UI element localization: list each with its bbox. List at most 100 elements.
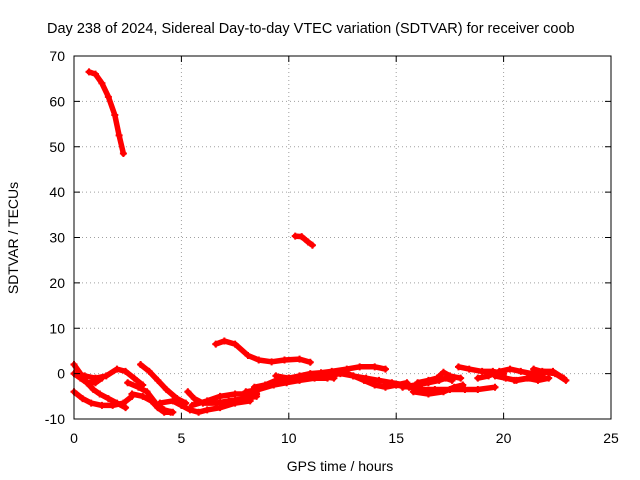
data-series xyxy=(70,68,570,416)
data-point xyxy=(439,368,447,376)
data-point xyxy=(534,376,542,384)
data-point xyxy=(89,386,97,394)
data-point xyxy=(495,367,503,375)
data-point xyxy=(186,406,194,414)
data-point xyxy=(371,381,379,389)
data-point xyxy=(102,372,110,380)
data-point xyxy=(272,372,280,380)
data-point xyxy=(160,408,168,416)
data-point xyxy=(478,367,486,375)
x-tick-label: 10 xyxy=(281,430,297,446)
data-point xyxy=(349,372,357,380)
data-point xyxy=(517,367,525,375)
data-point xyxy=(285,374,293,382)
y-tick-label: 50 xyxy=(49,139,65,155)
series-line-track-z xyxy=(530,366,569,384)
data-point xyxy=(409,388,417,396)
data-point xyxy=(381,379,389,387)
data-point xyxy=(424,390,432,398)
data-point xyxy=(375,376,383,384)
data-point xyxy=(203,406,211,414)
data-point xyxy=(216,392,224,400)
x-tick-label: 0 xyxy=(70,430,78,446)
data-point xyxy=(231,390,239,398)
data-point xyxy=(76,374,84,382)
data-point xyxy=(530,365,538,373)
y-tick-label: 20 xyxy=(49,275,65,291)
data-point xyxy=(119,150,127,158)
data-point xyxy=(231,340,239,348)
data-point xyxy=(91,379,99,387)
data-point xyxy=(399,383,407,391)
data-point xyxy=(91,70,99,78)
data-point xyxy=(137,361,145,369)
data-point xyxy=(323,372,331,380)
data-point xyxy=(169,397,177,405)
data-point xyxy=(255,386,263,394)
data-point xyxy=(308,241,316,249)
data-point xyxy=(220,337,228,345)
y-tick-label: -10 xyxy=(45,411,65,427)
data-point xyxy=(203,397,211,405)
chart-title: Day 238 of 2024, Sidereal Day-to-day VTE… xyxy=(47,21,575,37)
data-point xyxy=(457,374,465,382)
data-point xyxy=(184,388,192,396)
data-point xyxy=(195,408,203,416)
y-tick-label: 10 xyxy=(49,320,65,336)
data-point xyxy=(115,131,123,139)
data-point xyxy=(300,372,308,380)
data-point xyxy=(98,79,106,87)
x-axis-label: GPS time / hours xyxy=(287,458,394,474)
y-tick-label: 40 xyxy=(49,184,65,200)
data-point xyxy=(506,365,514,373)
y-axis-label: SDTVAR / TECUs xyxy=(5,182,21,294)
data-point xyxy=(551,370,559,378)
data-point xyxy=(392,381,400,389)
data-point xyxy=(113,365,121,373)
data-point xyxy=(119,399,127,407)
data-point xyxy=(143,388,151,396)
data-point xyxy=(446,372,454,380)
data-point xyxy=(177,401,185,409)
data-point xyxy=(98,374,106,382)
data-point xyxy=(371,363,379,371)
y-tick-label: 60 xyxy=(49,93,65,109)
data-point xyxy=(87,399,95,407)
x-tick-label: 25 xyxy=(603,430,619,446)
data-point xyxy=(381,365,389,373)
data-point xyxy=(465,365,473,373)
data-point xyxy=(298,233,306,241)
data-point xyxy=(270,381,278,389)
data-point xyxy=(167,408,175,416)
data-point xyxy=(439,388,447,396)
data-point xyxy=(154,404,162,412)
data-point xyxy=(360,376,368,384)
data-point xyxy=(255,356,263,364)
data-point xyxy=(109,401,117,409)
data-point xyxy=(306,358,314,366)
data-point xyxy=(212,399,220,407)
data-point xyxy=(424,376,432,384)
data-point xyxy=(216,404,224,412)
data-point xyxy=(414,379,422,387)
x-tick-label: 20 xyxy=(496,430,512,446)
data-point xyxy=(291,232,299,240)
series-line-track-a xyxy=(86,69,127,157)
y-tick-label: 30 xyxy=(49,230,65,246)
data-point xyxy=(339,367,346,375)
data-point xyxy=(304,238,312,246)
data-point xyxy=(225,397,233,405)
data-point xyxy=(162,386,170,394)
data-point xyxy=(485,372,493,380)
data-point xyxy=(139,392,147,400)
data-point xyxy=(134,383,142,391)
data-point xyxy=(98,401,106,409)
data-point xyxy=(450,383,458,391)
axis-ticks: -10 0 10 20 30 40 50 60 70 0 5 10 15 20 25 xyxy=(45,48,619,446)
data-point xyxy=(242,388,250,396)
data-point xyxy=(190,395,198,403)
data-point xyxy=(130,374,138,382)
data-point xyxy=(315,372,323,380)
data-point xyxy=(491,372,499,380)
data-point xyxy=(433,374,441,382)
